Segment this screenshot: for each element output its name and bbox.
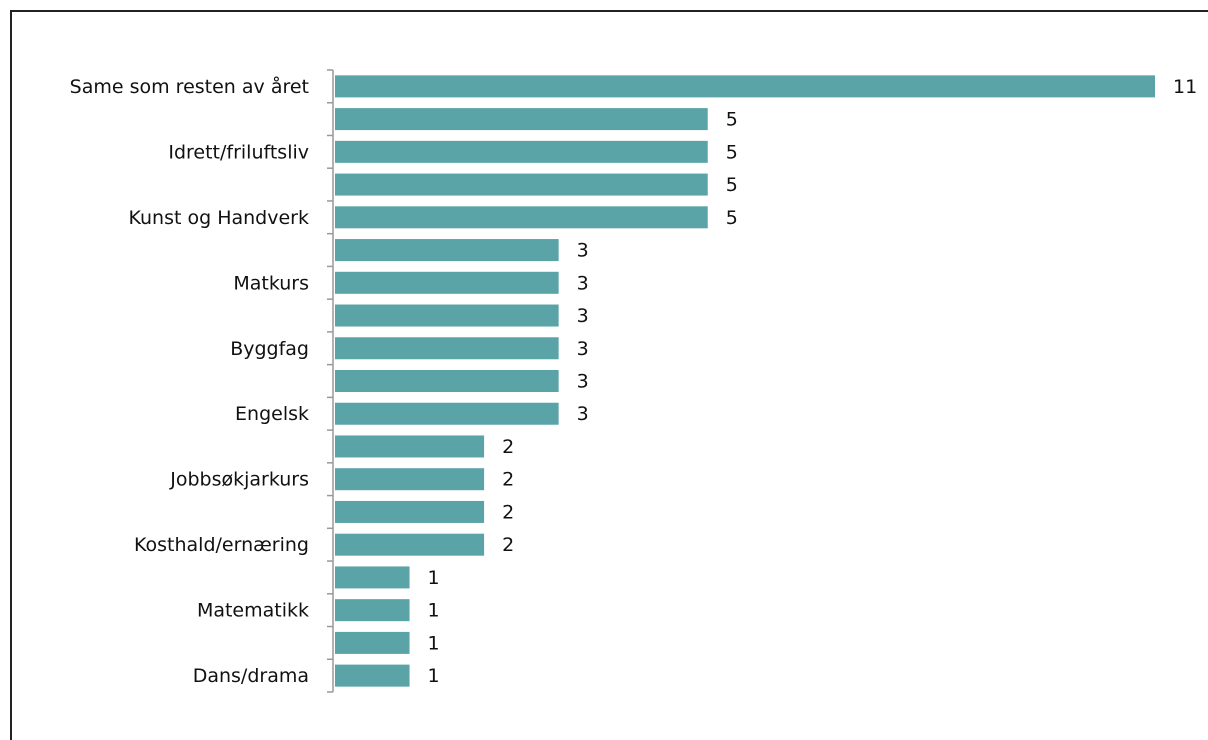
value-label: 5	[726, 141, 738, 163]
y-tick-label: Jobbsøkjarkurs	[169, 469, 309, 491]
bar	[335, 108, 708, 131]
y-tick-label: Kosthald/ernæring	[134, 534, 309, 556]
value-label: 3	[577, 272, 589, 294]
bar	[335, 468, 485, 491]
value-label: 3	[577, 338, 589, 360]
value-label: 5	[726, 207, 738, 229]
value-label: 11	[1173, 76, 1197, 98]
y-tick-label: Matkurs	[233, 272, 309, 294]
value-label: 2	[502, 436, 514, 458]
bar	[335, 304, 559, 327]
bar	[335, 435, 485, 458]
value-label: 3	[577, 403, 589, 425]
bar	[335, 370, 559, 392]
y-tick-label: Byggfag	[230, 338, 309, 360]
bar	[335, 664, 410, 687]
bar	[335, 566, 410, 589]
y-tick-label: Same som resten av året	[70, 75, 309, 98]
value-label: 3	[577, 240, 589, 262]
y-tick-label: Matematikk	[197, 600, 309, 622]
bar	[335, 271, 559, 294]
value-label: 5	[726, 174, 738, 196]
bar	[335, 599, 410, 622]
value-label: 5	[726, 109, 738, 131]
y-tick-label: Dans/drama	[193, 665, 309, 687]
bar	[335, 402, 559, 425]
bar	[335, 173, 708, 196]
value-label: 1	[428, 665, 440, 687]
value-label: 2	[502, 534, 514, 556]
bar	[335, 631, 410, 654]
frame	[10, 10, 1208, 740]
bar	[335, 140, 708, 163]
value-label: 1	[428, 567, 440, 589]
y-tick-label: Kunst og Handverk	[129, 207, 310, 229]
bar	[335, 239, 559, 262]
value-label: 1	[428, 600, 440, 622]
y-tick-label: Engelsk	[235, 403, 309, 425]
bar	[335, 206, 708, 229]
bar	[335, 533, 485, 556]
bar	[335, 75, 1155, 98]
value-label: 2	[502, 501, 514, 523]
value-label: 1	[428, 632, 440, 654]
value-label: 2	[502, 469, 514, 491]
y-tick-label: Idrett/friluftsliv	[168, 141, 309, 163]
bar	[335, 500, 485, 523]
value-label: 3	[577, 305, 589, 327]
bar	[335, 337, 559, 360]
value-label: 3	[577, 371, 589, 393]
